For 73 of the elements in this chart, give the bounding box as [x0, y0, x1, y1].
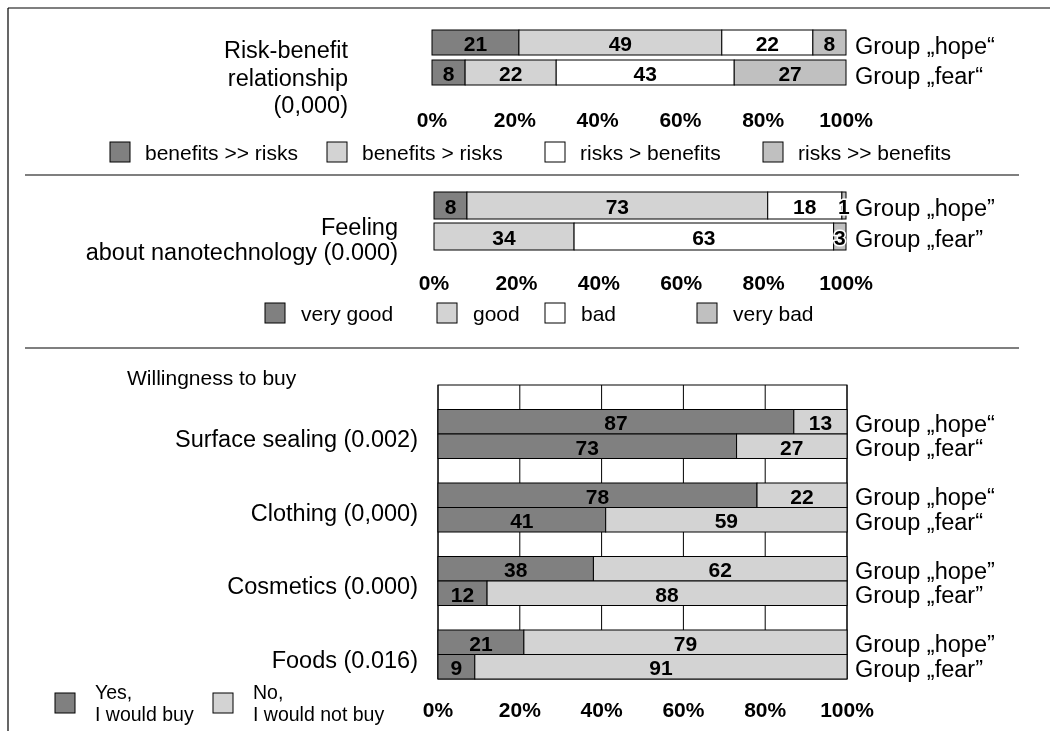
- x-tick-label: 60%: [662, 697, 705, 721]
- y-tick-label: Group „hope”: [855, 557, 995, 584]
- data-label: 12: [450, 582, 475, 606]
- legend-label: Yes, I would buy: [95, 681, 194, 725]
- legend-label: bad: [581, 301, 617, 325]
- x-tick-label: 60%: [659, 107, 702, 131]
- x-tick-label: 0%: [416, 107, 448, 131]
- y-tick-label: Group „hope“: [855, 484, 995, 511]
- x-tick-label: 20%: [495, 270, 538, 294]
- data-label: 9: [450, 656, 463, 680]
- text: Cosmetics (0.000): [227, 573, 418, 599]
- data-label: 78: [585, 484, 610, 508]
- x-tick-label: 40%: [576, 107, 619, 131]
- data-label: 3: [833, 226, 846, 249]
- x-tick-label: 80%: [742, 270, 785, 294]
- data-label: 91: [649, 656, 673, 680]
- legend-label: good: [473, 301, 520, 325]
- legend-label: No, I would not buy: [253, 681, 385, 725]
- data-label: 22: [790, 484, 814, 508]
- y-tick-label: Group „hope”: [855, 631, 995, 658]
- data-label: 59: [714, 509, 739, 533]
- y-tick-label: Group „fear“: [855, 62, 983, 89]
- y-tick-label: Group „hope“: [855, 410, 995, 437]
- y-tick-label: Group „fear”: [855, 225, 983, 252]
- data-label: 43: [633, 62, 657, 85]
- data-label: 27: [780, 435, 804, 459]
- x-tick-label: 100%: [820, 697, 875, 721]
- data-label: 18: [793, 195, 817, 218]
- text: Feeling about nanotechnology (0.000): [85, 214, 398, 265]
- legend-label: very bad: [733, 301, 814, 325]
- text: Risk-benefit relationship (0,000): [223, 37, 349, 118]
- data-label: 62: [708, 558, 732, 582]
- x-tick-label: 20%: [498, 697, 542, 721]
- x-tick-label: 80%: [744, 697, 787, 721]
- data-label: 79: [673, 631, 698, 655]
- data-label: 63: [692, 226, 716, 249]
- x-tick-label: 80%: [742, 107, 785, 131]
- data-label: 8: [444, 195, 457, 218]
- data-label: 8: [442, 62, 455, 85]
- x-tick-label: 100%: [819, 107, 874, 131]
- data-label: 88: [655, 582, 680, 606]
- data-label: 22: [498, 62, 523, 85]
- text: Foods (0.016): [271, 646, 418, 673]
- data-label: 34: [492, 226, 517, 249]
- data-label: 49: [608, 32, 633, 55]
- legend-label: benefits > risks: [362, 140, 503, 164]
- data-label: 21: [469, 631, 493, 655]
- data-label: 22: [755, 32, 780, 55]
- x-tick-label: 0%: [422, 697, 454, 721]
- text: Clothing (0,000): [250, 499, 418, 526]
- data-label: 8: [823, 32, 836, 55]
- data-label: 87: [604, 411, 628, 435]
- y-axis-title: Willingness to buy: [127, 365, 297, 389]
- data-label: 21: [463, 32, 488, 55]
- data-label: 13: [808, 411, 833, 435]
- x-tick-label: 40%: [580, 697, 623, 721]
- legend-label: risks > benefits: [580, 140, 721, 164]
- y-tick-label: Group „hope”: [855, 194, 995, 221]
- x-tick-label: 20%: [493, 107, 537, 131]
- legend-label: risks >> benefits: [798, 140, 951, 164]
- text: Surface sealing (0.002): [175, 426, 418, 452]
- data-label: 38: [504, 558, 528, 582]
- data-label: 41: [510, 509, 534, 533]
- x-tick-label: 0%: [418, 270, 450, 294]
- x-tick-label: 100%: [819, 270, 874, 294]
- data-label: 73: [575, 435, 599, 459]
- data-label: 27: [778, 62, 802, 85]
- y-tick-label: Group „hope“: [855, 32, 995, 59]
- data-label: 73: [605, 195, 630, 218]
- x-tick-label: 60%: [660, 270, 703, 294]
- legend-label: very good: [301, 301, 394, 325]
- legend-label: benefits >> risks: [145, 140, 298, 164]
- x-tick-label: 40%: [577, 270, 621, 294]
